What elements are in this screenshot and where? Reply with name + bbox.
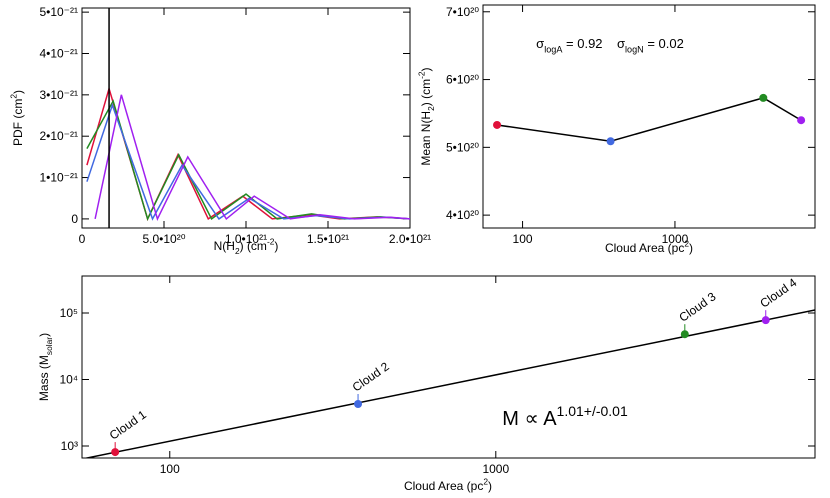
y-tick-label: 6•10²⁰ xyxy=(446,73,479,87)
y-axis-label-part: PDF (cm xyxy=(11,99,25,146)
x-tick-label: 1.5•10²¹ xyxy=(307,232,349,246)
x-axis-label-part: ) xyxy=(274,239,278,253)
y-tick-label: 1•10⁻²¹ xyxy=(39,171,78,185)
series-line xyxy=(86,102,410,221)
y-tick-label: 0 xyxy=(71,212,78,226)
y-axis-label-part: ) (cm xyxy=(419,79,433,106)
plot-frame xyxy=(81,275,816,459)
x-axis-label: Cloud Area (pc2) xyxy=(605,239,693,255)
annotation-part: = 0.02 xyxy=(644,36,684,51)
x-axis-label-part: 2 xyxy=(684,239,689,249)
y-axis-label: Mean N(H2) (cm-2) xyxy=(417,67,437,165)
fit-line xyxy=(83,309,815,458)
y-tick-label: 7•10²⁰ xyxy=(446,5,479,19)
y-tick-label: 2•10⁻²¹ xyxy=(39,129,78,143)
y-axis-label-part: ) xyxy=(37,333,51,337)
data-point xyxy=(606,137,615,146)
x-axis-label: N(H2) (cm-2) xyxy=(214,237,279,257)
x-axis-label-part: Cloud Area (pc xyxy=(605,241,684,255)
y-axis-label-part: solar xyxy=(44,337,54,355)
series-line xyxy=(496,97,802,143)
point-label: Cloud 3 xyxy=(677,289,719,324)
x-tick-label: 5.0•10²⁰ xyxy=(142,232,185,246)
y-tick-label: 5•10²⁰ xyxy=(446,140,479,154)
y-tick-label: 10⁴ xyxy=(59,372,78,386)
x-tick-label: 100 xyxy=(513,232,533,246)
y-tick-label: 5•10⁻²¹ xyxy=(39,5,78,19)
y-tick-label: 10⁵ xyxy=(60,306,78,320)
x-tick-label: 1.0•10²¹ xyxy=(225,232,267,246)
annotation-part: logN xyxy=(625,45,644,55)
x-axis-label-part: ) xyxy=(689,241,693,255)
point-label: Cloud 2 xyxy=(350,359,392,394)
point-label: Cloud 4 xyxy=(757,275,799,310)
x-tick-label: 1000 xyxy=(662,232,689,246)
point-label: Cloud 1 xyxy=(107,407,149,442)
x-axis-label-part: ) xyxy=(488,479,492,493)
y-axis-label-part: ) xyxy=(419,67,433,71)
x-axis-label: Cloud Area (pc2) xyxy=(404,477,492,493)
x-axis-label-part: Cloud Area (pc xyxy=(404,479,483,493)
y-axis-label-part: ) xyxy=(11,90,25,94)
annotation: M ∝ A1.01+/-0.01 xyxy=(502,403,628,430)
y-axis-label: PDF (cm2) xyxy=(9,90,25,146)
annotation: σlogA = 0.92 σlogN = 0.02 xyxy=(536,36,684,55)
plot-frame xyxy=(482,4,816,229)
x-tick-label: 2.0•10²¹ xyxy=(389,232,431,246)
annotation-part: M ∝ A xyxy=(502,408,557,430)
series-line xyxy=(94,94,410,221)
y-axis-label: Mass (Msolar) xyxy=(37,333,54,401)
annotation-part: = 0.92 σ xyxy=(562,36,625,51)
y-axis-label-part: 2 xyxy=(9,94,19,99)
x-axis-label-part: 2 xyxy=(235,246,240,256)
x-axis-label-part: ) (cm xyxy=(240,239,267,253)
y-tick-label: 3•10⁻²¹ xyxy=(39,88,78,102)
data-point xyxy=(493,120,502,129)
x-tick-label: 0 xyxy=(79,232,86,246)
x-axis-label-part: N(H xyxy=(214,239,235,253)
y-tick-label: 4•10⁻²¹ xyxy=(39,46,78,60)
x-axis-label-part: -2 xyxy=(267,237,275,247)
x-axis-label-part: 2 xyxy=(483,477,488,487)
y-tick-label: 4•10²⁰ xyxy=(446,208,479,222)
data-point xyxy=(759,93,768,102)
y-axis-label-part: Mass (M xyxy=(37,355,51,401)
annotation-part: 1.01+/-0.01 xyxy=(557,403,628,419)
x-tick-label: 100 xyxy=(160,462,180,476)
y-tick-label: 10³ xyxy=(61,439,78,453)
x-tick-label: 1000 xyxy=(482,462,509,476)
y-axis-label-part: -2 xyxy=(417,71,427,79)
y-axis-label-part: Mean N(H xyxy=(419,111,433,166)
annotation-part: logA xyxy=(544,45,563,55)
y-axis-label-part: 2 xyxy=(426,106,436,111)
data-point xyxy=(797,116,806,125)
annotation-part: σ xyxy=(536,36,544,51)
